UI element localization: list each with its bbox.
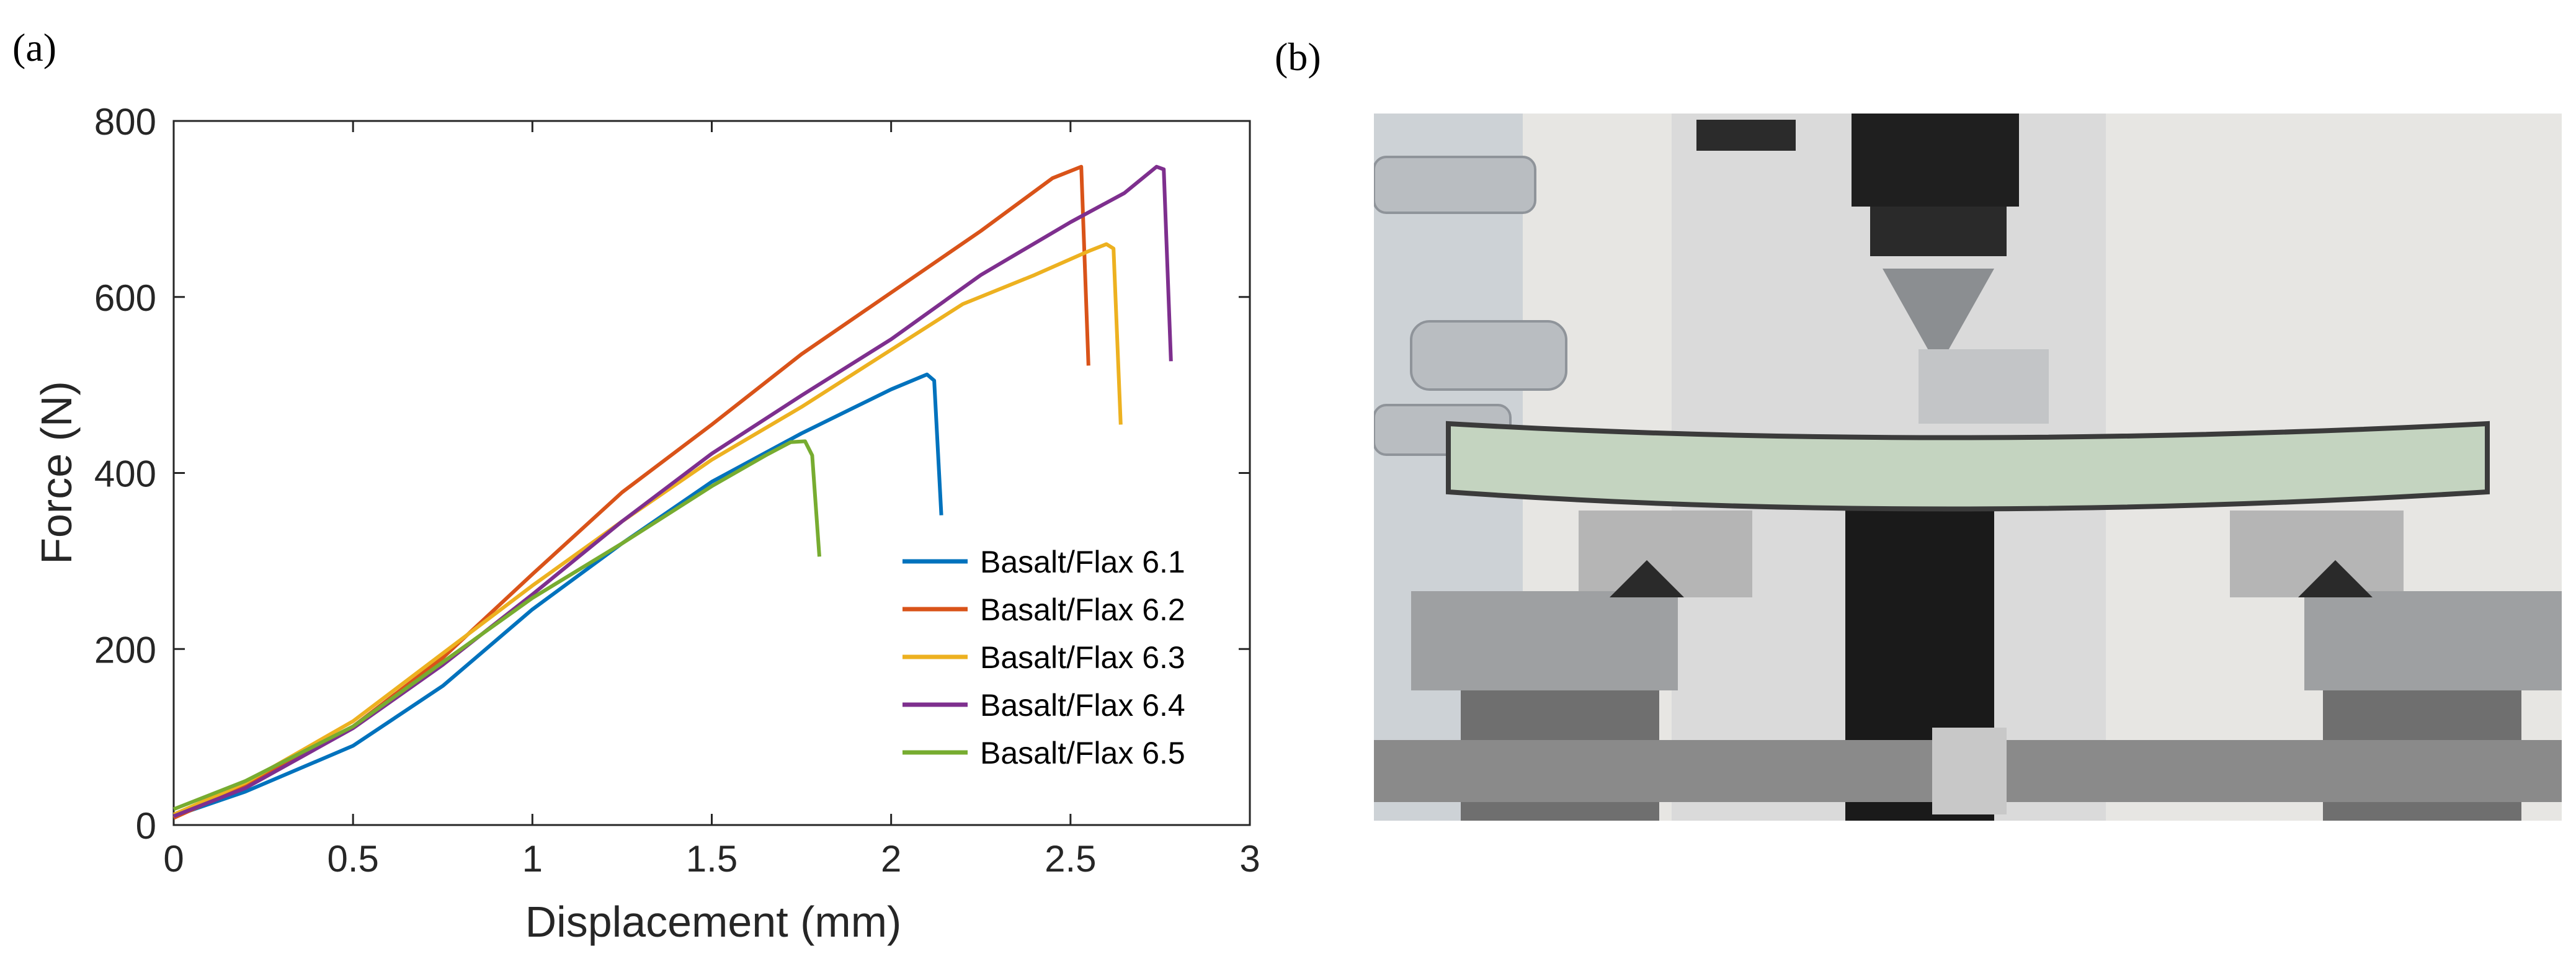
series-line-5	[172, 439, 821, 811]
y-tick-label: 600	[94, 277, 156, 319]
x-tick-label: 3	[1239, 838, 1260, 880]
y-tick-label: 0	[136, 805, 156, 847]
panel-a-label: (a)	[12, 25, 57, 69]
load-cell	[1852, 114, 2049, 424]
legend-label-5: Basalt/Flax 6.5	[980, 736, 1185, 770]
lead-screw	[1374, 728, 2562, 814]
legend-label-2: Basalt/Flax 6.2	[980, 592, 1185, 627]
legend-label-3: Basalt/Flax 6.3	[980, 640, 1185, 675]
y-tick-label: 800	[94, 101, 156, 143]
x-tick-label: 1	[522, 838, 543, 880]
machine-badge	[1696, 120, 1796, 151]
panel-b-label: (b)	[1275, 35, 1321, 79]
legend-label-4: Basalt/Flax 6.4	[980, 688, 1185, 723]
three-point-bending-test-photo	[1374, 114, 2562, 821]
x-tick-label: 2.5	[1045, 838, 1096, 880]
y-axis-label: Force (N)	[32, 381, 81, 564]
force-displacement-chart: 0 0.5 1 1.5 2 2.5 3 0 200 400 600 800 Basalt/Flax 6…	[32, 101, 1260, 946]
x-axis-label: Displacement (mm)	[525, 898, 902, 946]
sandwich-specimen	[1446, 421, 2490, 512]
series-line-1	[173, 372, 943, 818]
series-line-3	[172, 242, 1123, 816]
x-tick-label: 2	[881, 838, 901, 880]
y-tick-label: 200	[94, 629, 156, 671]
legend-label-1: Basalt/Flax 6.1	[980, 545, 1185, 579]
plot-area	[172, 120, 1251, 826]
x-tick-label: 0.5	[327, 838, 378, 880]
x-tick-label: 0	[163, 838, 184, 880]
x-tick-label: 1.5	[686, 838, 738, 880]
y-tick-label: 400	[94, 453, 156, 495]
